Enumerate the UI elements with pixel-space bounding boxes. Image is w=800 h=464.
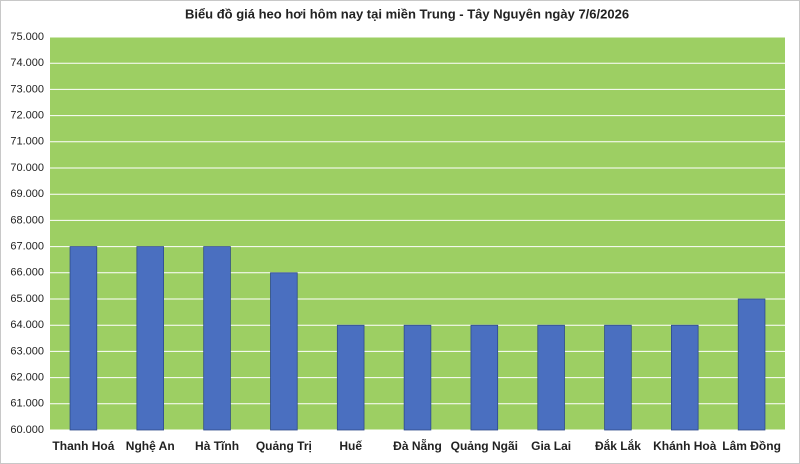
y-tick-label: 75.000 — [10, 31, 44, 43]
y-tick-label: 64.000 — [10, 319, 44, 331]
chart-title: Biểu đồ giá heo hơi hôm nay tại miền Tru… — [185, 6, 629, 21]
bar — [270, 272, 298, 431]
y-tick-label: 68.000 — [10, 214, 44, 226]
y-tick-label: 61.000 — [10, 398, 44, 410]
y-tick-label: 70.000 — [10, 162, 44, 174]
y-tick-label: 69.000 — [10, 188, 44, 200]
bar — [69, 246, 98, 431]
x-tick-label: Đà Nẵng — [393, 438, 442, 453]
bar — [336, 324, 365, 431]
x-tick-label: Nghệ An — [126, 439, 175, 453]
y-tick-label: 73.000 — [10, 83, 44, 95]
x-tick-label: Quảng Ngãi — [451, 439, 518, 453]
y-tick-label: 65.000 — [10, 293, 44, 305]
y-tick-label: 62.000 — [10, 372, 44, 384]
bar — [403, 324, 432, 431]
bar — [537, 324, 565, 431]
x-tick-label: Đắk Lắk — [595, 438, 641, 453]
y-tick-label: 71.000 — [10, 136, 44, 148]
y-tick-label: 66.000 — [10, 267, 44, 279]
x-tick-label: Khánh Hoà — [653, 439, 717, 453]
y-tick-label: 67.000 — [10, 241, 44, 253]
bar — [470, 324, 499, 431]
bar — [737, 298, 766, 431]
y-tick-label: 72.000 — [10, 110, 44, 122]
bar — [604, 324, 632, 431]
bar — [671, 324, 699, 431]
y-tick-label: 74.000 — [10, 57, 44, 69]
x-tick-label: Hà Tĩnh — [195, 439, 239, 453]
bar — [203, 246, 231, 431]
x-tick-label: Thanh Hoá — [52, 439, 114, 453]
x-tick-label: Huế — [339, 439, 362, 453]
y-tick-label: 63.000 — [10, 345, 44, 357]
y-tick-label: 60.000 — [10, 424, 44, 436]
x-tick-label: Lâm Đồng — [722, 439, 781, 453]
x-tick-label: Gia Lai — [531, 439, 571, 453]
x-tick-label: Quảng Trị — [256, 439, 312, 453]
bar — [136, 246, 164, 431]
